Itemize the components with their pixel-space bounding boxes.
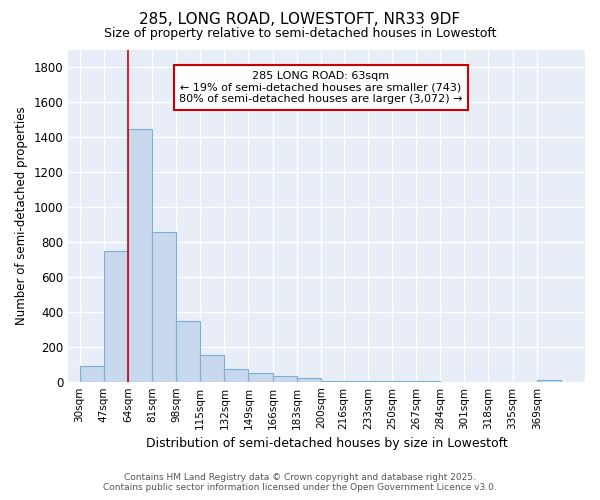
Text: Contains HM Land Registry data © Crown copyright and database right 2025.
Contai: Contains HM Land Registry data © Crown c… — [103, 473, 497, 492]
Text: 285 LONG ROAD: 63sqm
← 19% of semi-detached houses are smaller (743)
80% of semi: 285 LONG ROAD: 63sqm ← 19% of semi-detac… — [179, 71, 463, 104]
Bar — [344, 381, 368, 382]
Text: 285, LONG ROAD, LOWESTOFT, NR33 9DF: 285, LONG ROAD, LOWESTOFT, NR33 9DF — [139, 12, 461, 28]
Y-axis label: Number of semi-detached properties: Number of semi-detached properties — [15, 106, 28, 325]
Bar — [248, 373, 272, 382]
Bar — [128, 128, 152, 382]
Bar — [176, 320, 200, 382]
X-axis label: Distribution of semi-detached houses by size in Lowestoft: Distribution of semi-detached houses by … — [146, 437, 508, 450]
Bar — [537, 380, 561, 382]
Bar — [297, 378, 321, 382]
Bar — [104, 251, 128, 382]
Bar — [321, 381, 345, 382]
Bar — [224, 368, 248, 382]
Text: Size of property relative to semi-detached houses in Lowestoft: Size of property relative to semi-detach… — [104, 28, 496, 40]
Bar — [272, 376, 297, 382]
Bar — [152, 232, 176, 382]
Bar — [368, 381, 392, 382]
Bar — [200, 354, 224, 382]
Bar — [416, 381, 440, 382]
Bar — [80, 366, 104, 382]
Bar — [392, 381, 416, 382]
